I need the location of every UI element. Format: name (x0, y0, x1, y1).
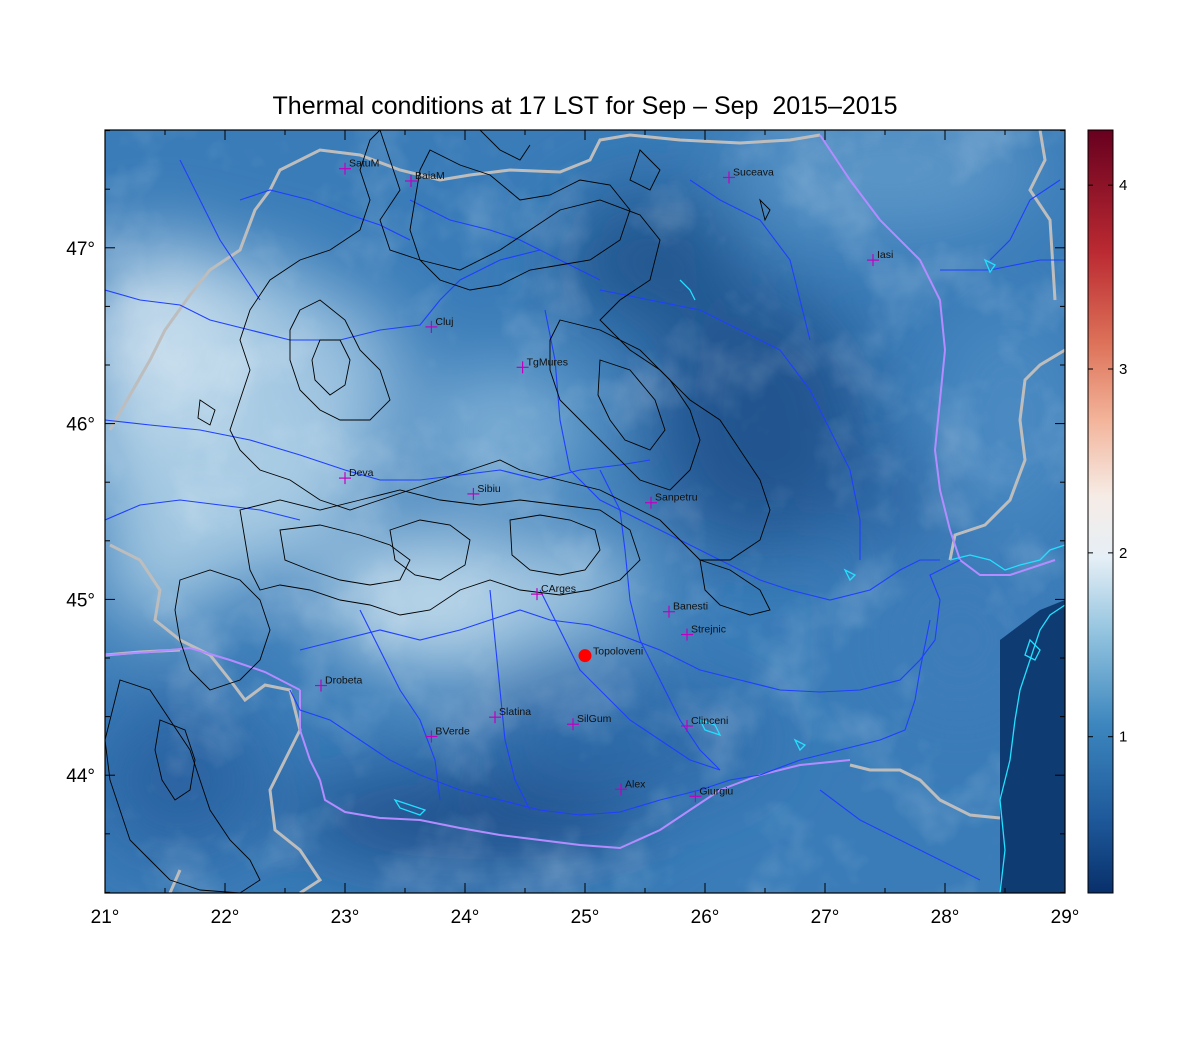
page-title: Thermal conditions at 17 LST for Sep – S… (272, 92, 898, 120)
highlight-marker (578, 649, 592, 663)
city-label: Deva (349, 467, 374, 479)
country-borders (105, 130, 1065, 893)
city-label: Sibiu (477, 483, 501, 495)
city-silgum: SilGum (567, 713, 612, 731)
city-tgmures: TgMures (516, 356, 568, 374)
city-label: SatuM (349, 158, 379, 170)
city-strejnic: Strejnic (681, 624, 726, 641)
coastline (393, 258, 1065, 893)
city-label: Banesti (673, 601, 708, 613)
territory-outline (105, 134, 1056, 850)
colorbar-tick-label: 4 (1119, 177, 1127, 194)
city-label: SilGum (577, 713, 612, 725)
lon-tick-label: 22° (211, 907, 240, 928)
city-label: TgMures (527, 356, 568, 368)
colorbar-gradient (1087, 129, 1114, 894)
city-label: Suceava (733, 166, 774, 178)
city-suceava: Suceava (723, 166, 774, 184)
city-sanpetru: Sanpetru (645, 492, 698, 509)
lat-tick-label: 44° (66, 766, 95, 787)
lat-tick-label: 46° (66, 415, 95, 436)
lon-tick-label: 25° (571, 907, 600, 928)
city-label: Drobeta (325, 675, 363, 687)
axis-labels: 21° 22° 23° 24° 25° 26° 27° 28° 29° 44° 45° 46° 47° (66, 239, 1079, 928)
rivers (105, 159, 1065, 881)
city-label: Strejnic (691, 624, 726, 636)
lon-tick-label: 21° (91, 907, 120, 928)
city-drobeta: Drobeta (315, 675, 363, 692)
city-label: Cluj (435, 316, 453, 328)
cities: SatuM BaiaM Suceava Iasi Cluj TgMures Deva Sibi… (315, 158, 893, 803)
highlight-label: Topoloveni (593, 646, 643, 658)
lon-tick-label: 26° (691, 907, 720, 928)
lat-tick-label: 45° (66, 590, 95, 611)
city-giurgiu: Giurgiu (689, 785, 733, 803)
city-slatina: Slatina (489, 706, 531, 724)
city-deva: Deva (339, 467, 374, 485)
city-clinceni: Clinceni (681, 715, 728, 732)
city-label: Iasi (877, 249, 893, 261)
city-label: Clinceni (691, 715, 728, 727)
city-baiam: BaiaM (405, 170, 445, 187)
city-label: CArges (541, 583, 576, 595)
city-label: Sanpetru (655, 492, 698, 504)
colorbar-tick-label: 1 (1119, 729, 1127, 746)
city-satum: SatuM (339, 158, 379, 175)
lon-tick-label: 27° (811, 907, 840, 928)
lon-tick-label: 24° (451, 907, 480, 928)
city-iasi: Iasi (867, 249, 893, 267)
city-cluj: Cluj (425, 316, 453, 333)
city-label: Giurgiu (699, 785, 733, 797)
city-alex: Alex (615, 778, 646, 796)
colorbar-tick-label: 2 (1119, 545, 1127, 562)
city-label: Slatina (499, 706, 531, 718)
lat-tick-label: 47° (66, 239, 95, 260)
lon-tick-label: 29° (1051, 907, 1080, 928)
elevation-contours (105, 130, 771, 893)
city-bverde: BVerde (425, 726, 470, 743)
city-label: BaiaM (415, 170, 445, 182)
axis-ticks (104, 130, 1066, 893)
thermal-field (105, 130, 1065, 893)
city-banesti: Banesti (663, 601, 708, 618)
lon-tick-label: 23° (331, 907, 360, 928)
city-sibiu: Sibiu (467, 483, 501, 500)
city-carges: CArges (531, 583, 576, 601)
colorbar: 1 2 3 4 (1087, 129, 1127, 894)
city-label: BVerde (435, 726, 470, 738)
highlight-location: Topoloveni (578, 646, 643, 663)
colorbar-tick-label: 3 (1119, 361, 1127, 378)
lon-tick-label: 28° (931, 907, 960, 928)
city-label: Alex (625, 778, 646, 790)
